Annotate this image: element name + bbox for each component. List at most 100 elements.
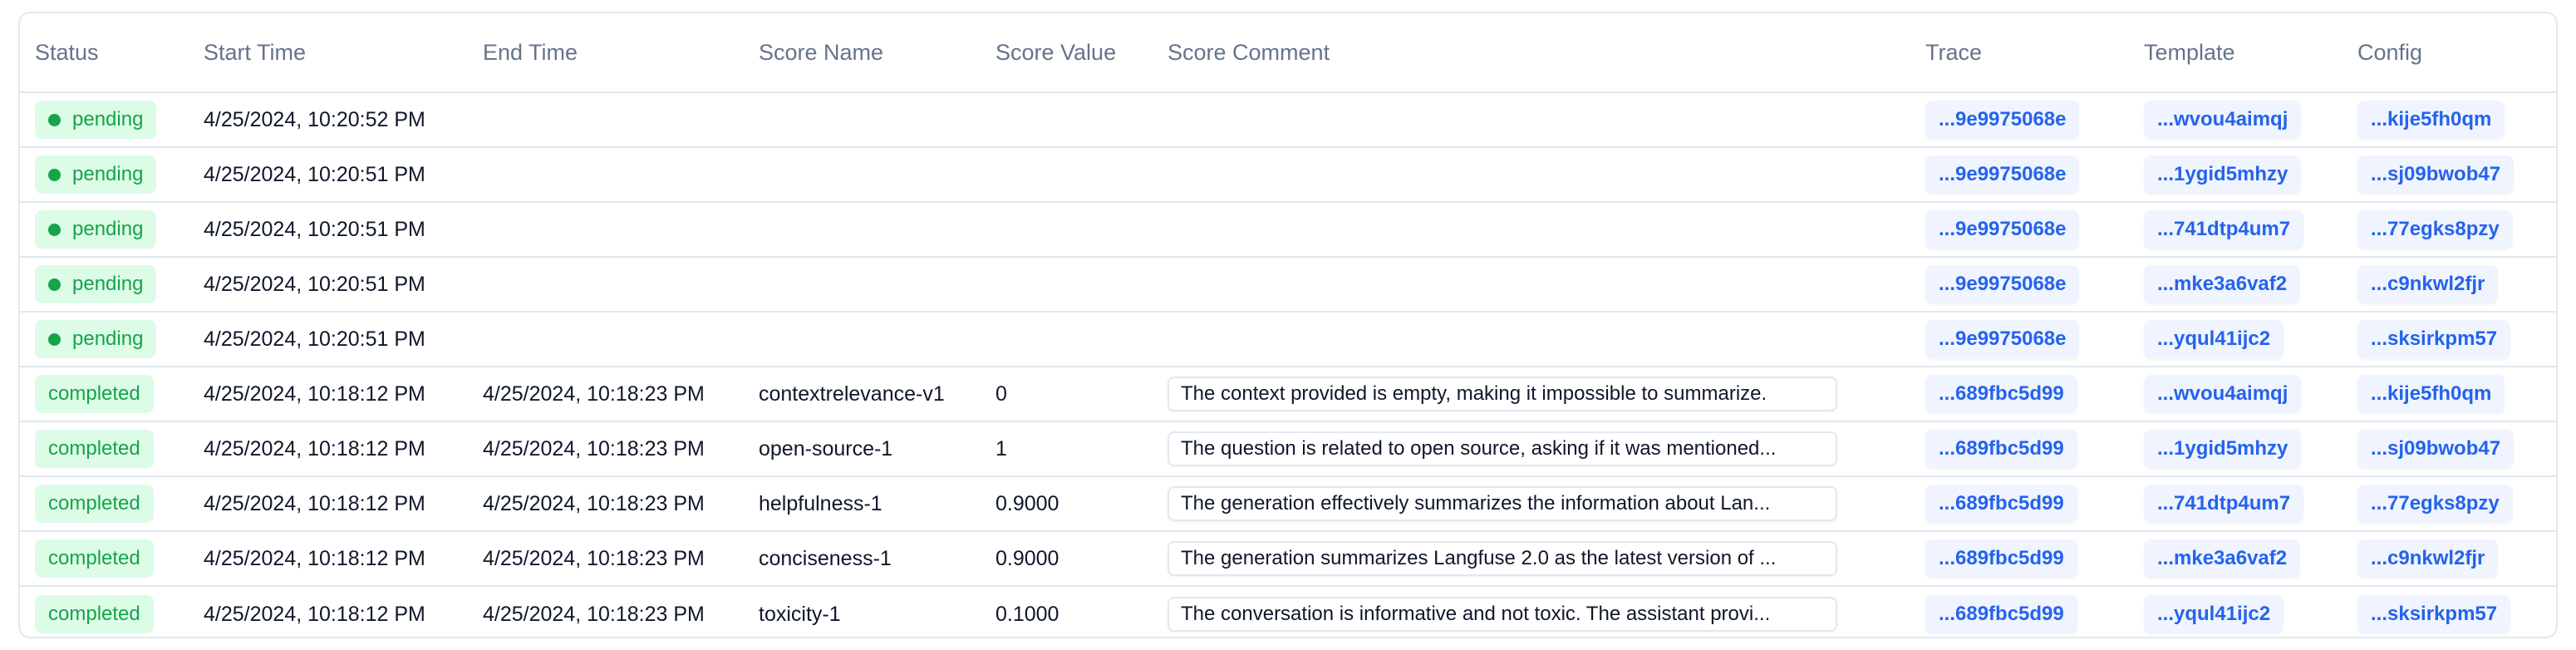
trace-link[interactable]: ...9e9975068e xyxy=(1925,155,2080,194)
start-time: 4/25/2024, 10:18:12 PM xyxy=(204,382,425,406)
score-value: 1 xyxy=(995,436,1007,460)
status-cell: completed xyxy=(35,532,154,585)
trace-cell: ...9e9975068e xyxy=(1925,258,2080,311)
score-comment-cell: The context provided is empty, making it… xyxy=(1168,367,1837,421)
trace-link[interactable]: ...689fbc5d99 xyxy=(1925,430,2077,468)
config-link[interactable]: ...c9nkwl2fjr xyxy=(2357,539,2499,578)
config-link[interactable]: ...77egks8pzy xyxy=(2357,485,2513,523)
status-label: completed xyxy=(48,437,140,460)
score-name: helpfulness-1 xyxy=(759,491,882,515)
config-link[interactable]: ...77egks8pzy xyxy=(2357,210,2513,249)
template-cell: ...wvou4aimqj xyxy=(2144,93,2302,146)
score-comment[interactable]: The context provided is empty, making it… xyxy=(1168,377,1837,411)
config-cell: ...sksirkpm57 xyxy=(2357,587,2511,637)
status-label: completed xyxy=(48,492,140,515)
header-template[interactable]: Template xyxy=(2144,40,2235,65)
status-label: pending xyxy=(72,273,144,295)
status-label: pending xyxy=(72,108,144,130)
template-link[interactable]: ...yqul41ijc2 xyxy=(2144,595,2284,633)
template-link[interactable]: ...mke3a6vaf2 xyxy=(2144,265,2301,303)
table-row: completed 4/25/2024, 10:18:12 PM 4/25/2024… xyxy=(20,587,2556,637)
config-cell: ...77egks8pzy xyxy=(2357,477,2513,530)
table-header: Status Start Time End Time Score Name Sc… xyxy=(20,13,2556,93)
status-dot-icon xyxy=(48,113,61,126)
status-badge: pending xyxy=(35,265,157,303)
table-row: pending 4/25/2024, 10:20:51 PM ...9e997506… xyxy=(20,258,2556,313)
trace-link[interactable]: ...9e9975068e xyxy=(1925,101,2080,139)
template-link[interactable]: ...741dtp4um7 xyxy=(2144,210,2304,249)
header-config[interactable]: Config xyxy=(2357,40,2423,65)
table-row: pending 4/25/2024, 10:20:51 PM ...9e997506… xyxy=(20,203,2556,258)
trace-cell: ...689fbc5d99 xyxy=(1925,532,2077,585)
trace-link[interactable]: ...689fbc5d99 xyxy=(1925,539,2077,578)
status-badge: pending xyxy=(35,210,157,249)
template-link[interactable]: ...wvou4aimqj xyxy=(2144,375,2302,413)
table-row: pending 4/25/2024, 10:20:51 PM ...9e997506… xyxy=(20,313,2556,367)
end-time: 4/25/2024, 10:18:23 PM xyxy=(483,491,705,515)
status-cell: completed xyxy=(35,477,154,530)
template-link[interactable]: ...1ygid5mhzy xyxy=(2144,430,2302,468)
config-link[interactable]: ...sksirkpm57 xyxy=(2357,595,2511,633)
config-cell: ...sksirkpm57 xyxy=(2357,313,2511,366)
trace-cell: ...9e9975068e xyxy=(1925,148,2080,201)
score-comment-cell: The generation effectively summarizes th… xyxy=(1168,477,1837,530)
template-cell: ...wvou4aimqj xyxy=(2144,367,2302,421)
table-row: completed 4/25/2024, 10:18:12 PM 4/25/2024… xyxy=(20,367,2556,422)
template-cell: ...1ygid5mhzy xyxy=(2144,422,2302,475)
start-time: 4/25/2024, 10:20:51 PM xyxy=(204,272,425,296)
trace-link[interactable]: ...689fbc5d99 xyxy=(1925,595,2077,633)
score-comment[interactable]: The conversation is informative and not … xyxy=(1168,597,1837,632)
start-time: 4/25/2024, 10:20:51 PM xyxy=(204,162,425,186)
template-link[interactable]: ...741dtp4um7 xyxy=(2144,485,2304,523)
status-label: pending xyxy=(72,218,144,240)
header-status[interactable]: Status xyxy=(35,40,99,65)
trace-link[interactable]: ...9e9975068e xyxy=(1925,210,2080,249)
status-label: pending xyxy=(72,327,144,350)
config-link[interactable]: ...sj09bwob47 xyxy=(2357,430,2515,468)
status-dot-icon xyxy=(48,223,61,236)
start-time: 4/25/2024, 10:18:12 PM xyxy=(204,602,425,626)
config-link[interactable]: ...kije5fh0qm xyxy=(2357,375,2505,413)
table-row: completed 4/25/2024, 10:18:12 PM 4/25/2024… xyxy=(20,477,2556,532)
end-time: 4/25/2024, 10:18:23 PM xyxy=(483,602,705,626)
config-link[interactable]: ...sj09bwob47 xyxy=(2357,155,2515,194)
template-link[interactable]: ...1ygid5mhzy xyxy=(2144,155,2302,194)
status-dot-icon xyxy=(48,278,61,291)
score-value: 0 xyxy=(995,382,1007,406)
status-badge: completed xyxy=(35,539,154,578)
header-score-name[interactable]: Score Name xyxy=(759,40,884,65)
header-start-time[interactable]: Start Time xyxy=(204,40,307,65)
trace-link[interactable]: ...9e9975068e xyxy=(1925,320,2080,358)
score-name: contextrelevance-v1 xyxy=(759,382,945,406)
score-value: 0.9000 xyxy=(995,491,1059,515)
start-time: 4/25/2024, 10:20:51 PM xyxy=(204,217,425,241)
header-end-time[interactable]: End Time xyxy=(483,40,578,65)
config-link[interactable]: ...kije5fh0qm xyxy=(2357,101,2505,139)
template-link[interactable]: ...yqul41ijc2 xyxy=(2144,320,2284,358)
template-link[interactable]: ...mke3a6vaf2 xyxy=(2144,539,2301,578)
header-trace[interactable]: Trace xyxy=(1925,40,1983,65)
trace-cell: ...9e9975068e xyxy=(1925,93,2080,146)
header-score-value[interactable]: Score Value xyxy=(995,40,1117,65)
template-link[interactable]: ...wvou4aimqj xyxy=(2144,101,2302,139)
score-name: toxicity-1 xyxy=(759,602,841,626)
trace-link[interactable]: ...9e9975068e xyxy=(1925,265,2080,303)
trace-link[interactable]: ...689fbc5d99 xyxy=(1925,375,2077,413)
config-link[interactable]: ...c9nkwl2fjr xyxy=(2357,265,2499,303)
score-name: open-source-1 xyxy=(759,436,893,460)
status-cell: pending xyxy=(35,258,157,311)
trace-link[interactable]: ...689fbc5d99 xyxy=(1925,485,2077,523)
score-comment[interactable]: The question is related to open source, … xyxy=(1168,431,1837,466)
status-label: pending xyxy=(72,163,144,185)
status-badge: completed xyxy=(35,595,154,633)
status-cell: completed xyxy=(35,367,154,421)
config-link[interactable]: ...sksirkpm57 xyxy=(2357,320,2511,358)
status-badge: completed xyxy=(35,375,154,413)
start-time: 4/25/2024, 10:18:12 PM xyxy=(204,491,425,515)
score-value: 0.1000 xyxy=(995,602,1059,626)
status-label: completed xyxy=(48,382,140,405)
header-score-comment[interactable]: Score Comment xyxy=(1168,40,1330,65)
template-cell: ...yqul41ijc2 xyxy=(2144,587,2284,637)
score-comment[interactable]: The generation summarizes Langfuse 2.0 a… xyxy=(1168,541,1837,576)
score-comment[interactable]: The generation effectively summarizes th… xyxy=(1168,486,1837,521)
